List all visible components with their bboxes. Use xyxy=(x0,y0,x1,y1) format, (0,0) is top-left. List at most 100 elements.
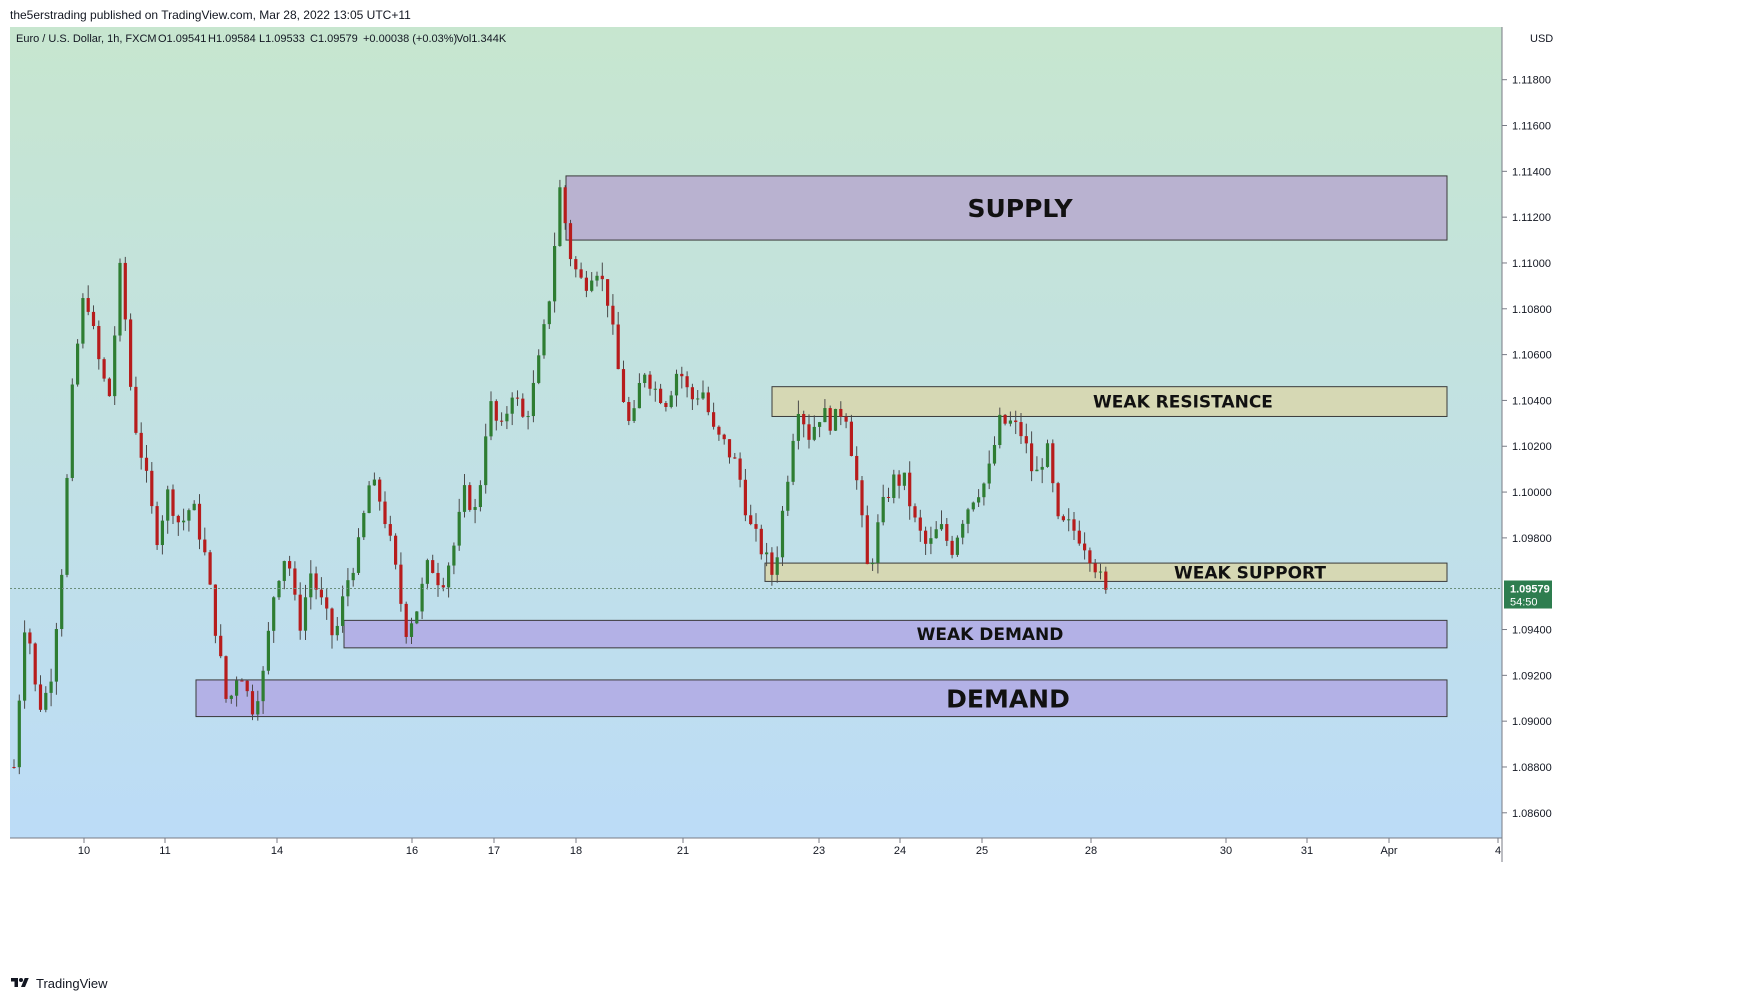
candle-down xyxy=(722,434,726,440)
candle-down xyxy=(849,421,853,456)
last-price-badge-bg xyxy=(1504,580,1552,609)
y-tick-label: 1.11000 xyxy=(1512,258,1551,270)
candle-down xyxy=(621,369,626,403)
candle-up xyxy=(796,413,800,441)
candle-down xyxy=(378,479,382,502)
candle-down xyxy=(208,552,212,585)
candle-up xyxy=(1008,420,1012,424)
candle-up xyxy=(182,520,186,523)
candle-up xyxy=(537,355,541,383)
candle-up xyxy=(462,485,467,512)
y-tick-label: 1.10000 xyxy=(1512,487,1552,499)
candle-up xyxy=(76,343,80,385)
candle-up xyxy=(929,538,933,544)
y-tick-label: 1.10600 xyxy=(1512,350,1552,362)
candle-down xyxy=(1030,443,1034,472)
candle-down xyxy=(129,319,133,387)
symbol-high: H1.09584 xyxy=(208,33,256,45)
candle-down xyxy=(1061,516,1065,521)
candle-up xyxy=(982,483,986,498)
candle-down xyxy=(727,439,732,458)
candle-down xyxy=(468,485,472,510)
candle-up xyxy=(547,301,551,325)
candle-up xyxy=(23,632,27,701)
candle-down xyxy=(86,298,90,312)
y-tick-label: 1.10200 xyxy=(1512,441,1552,453)
chart-frame[interactable]: SUPPLY WEAK RESISTANCE WEAK SUPPORT WEAK DE… xyxy=(10,27,1743,965)
candle-down xyxy=(28,632,32,644)
x-tick-label: 21 xyxy=(677,845,689,857)
candle-down xyxy=(860,480,864,516)
zone-weak-resistance[interactable] xyxy=(771,386,1448,417)
x-tick-label: 25 xyxy=(976,845,988,857)
candle-down xyxy=(733,457,737,459)
candle-down xyxy=(924,530,928,544)
eurusd-candlestick-chart[interactable]: SUPPLY WEAK RESISTANCE WEAK SUPPORT WEAK DE… xyxy=(10,27,1743,965)
candle-down xyxy=(155,506,159,546)
candle-up xyxy=(892,474,896,498)
candle-up xyxy=(934,529,938,539)
candle-up xyxy=(70,384,74,478)
candle-down xyxy=(664,402,668,407)
symbol-open: O1.09541 xyxy=(158,33,206,45)
candle-up xyxy=(65,477,69,575)
candle-up xyxy=(780,510,785,558)
candle-up xyxy=(160,520,164,546)
candle-up xyxy=(643,374,647,384)
zone-weak-demand[interactable] xyxy=(343,619,1448,649)
candle-up xyxy=(60,574,64,630)
candle-down xyxy=(250,691,255,715)
y-axis-ticks: 1.11800 1.11600 1.11400 1.11200 1.11000 1.108… xyxy=(1502,75,1552,820)
candle-up xyxy=(955,537,959,555)
candle-up xyxy=(266,630,270,671)
candle-down xyxy=(431,560,435,573)
candle-up xyxy=(653,388,657,390)
candle-down xyxy=(1083,543,1087,551)
candle-up xyxy=(977,497,981,503)
candle-down xyxy=(685,376,689,388)
x-tick-label: 14 xyxy=(271,845,283,857)
candle-down xyxy=(515,397,520,399)
candle-down xyxy=(500,420,504,422)
symbol-low: L1.09533 xyxy=(259,33,305,45)
candle-up xyxy=(256,701,260,715)
candle-down xyxy=(102,359,106,379)
candle-up xyxy=(17,700,21,768)
zone-demand[interactable] xyxy=(195,679,1448,718)
candle-down xyxy=(738,458,742,480)
y-tick-label: 1.09200 xyxy=(1512,670,1552,682)
candle-down xyxy=(802,413,806,425)
x-tick-label: 28 xyxy=(1085,845,1097,857)
y-tick-label: 1.08600 xyxy=(1512,808,1552,820)
x-axis-ticks: 10 11 14 16 17 18 21 23 24 25 28 30 31 Apr 4 xyxy=(78,838,1501,857)
candle-up xyxy=(351,572,355,581)
candle-up xyxy=(44,692,48,710)
candle-down xyxy=(383,501,387,525)
last-price-countdown: 54:50 xyxy=(1510,597,1538,609)
candle-down xyxy=(950,540,954,555)
candles-layer xyxy=(12,179,1108,775)
candle-down xyxy=(197,503,202,540)
candle-up xyxy=(871,562,875,565)
candle-down xyxy=(91,311,96,327)
symbol-name: Euro / U.S. Dollar, 1h, FXCM xyxy=(16,33,157,45)
candle-up xyxy=(987,463,991,484)
candle-up xyxy=(425,560,429,584)
price-scale-background xyxy=(1502,27,1743,838)
candle-down xyxy=(288,561,292,569)
last-price-value: 1.09579 xyxy=(1510,584,1550,596)
candle-up xyxy=(166,489,170,521)
candle-down xyxy=(606,279,610,306)
candle-down xyxy=(1019,422,1023,437)
x-tick-label: 10 xyxy=(78,845,90,857)
candle-down xyxy=(436,572,440,586)
zones-layer xyxy=(195,175,1448,718)
candle-up xyxy=(510,397,514,414)
candle-down xyxy=(611,305,615,325)
candle-up xyxy=(542,324,546,356)
candle-up xyxy=(362,512,366,538)
x-tick-label: 18 xyxy=(570,845,582,857)
symbol-close: C1.09579 xyxy=(310,33,358,45)
candle-up xyxy=(902,472,906,486)
candle-down xyxy=(240,680,244,682)
